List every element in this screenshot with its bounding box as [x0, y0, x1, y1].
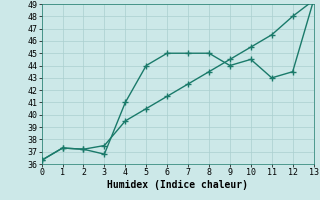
X-axis label: Humidex (Indice chaleur): Humidex (Indice chaleur): [107, 180, 248, 190]
